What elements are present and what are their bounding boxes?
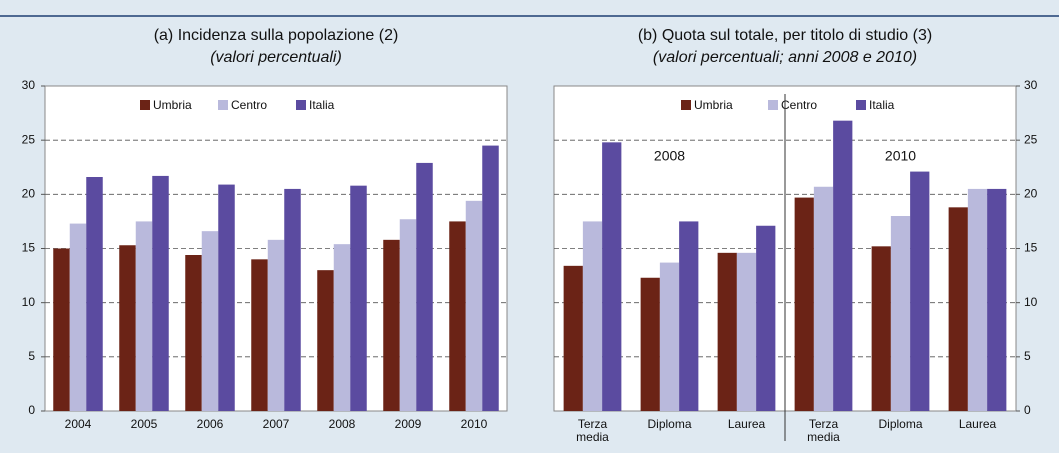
bar [736, 252, 757, 411]
y-tick-label: 30 [22, 78, 36, 92]
bar [86, 177, 103, 411]
y-tick-label: 15 [22, 241, 36, 255]
legend-label: Umbria [694, 98, 733, 112]
x-tick-label: Terza media [807, 417, 840, 444]
bar [794, 197, 814, 411]
x-tick-label: 2010 [461, 417, 488, 431]
chart-title: (a) Incidenza sulla popolazione (2) [154, 27, 399, 44]
x-tick-label: 2008 [329, 417, 356, 431]
annotation: 2010 [885, 148, 916, 164]
bar [267, 239, 285, 411]
legend-swatch [296, 100, 306, 110]
x-tick-label: Laurea [728, 417, 766, 431]
bar [679, 221, 699, 411]
legend-swatch [218, 100, 228, 110]
legend-swatch [681, 100, 691, 110]
bar [948, 207, 968, 411]
legend-label: Centro [781, 98, 817, 112]
bar [659, 262, 680, 411]
y-tick-label: 25 [22, 132, 36, 146]
x-tick-label: 2004 [65, 417, 92, 431]
bar [967, 188, 988, 411]
x-tick-label: 2009 [395, 417, 422, 431]
y-tick-label: 0 [28, 403, 35, 417]
legend-swatch [856, 100, 866, 110]
x-tick-label: 2006 [197, 417, 224, 431]
x-tick-label: Laurea [959, 417, 997, 431]
bar [333, 244, 351, 411]
y-tick-label: 15 [1024, 241, 1038, 255]
bar [399, 219, 417, 411]
legend-label: Italia [309, 98, 335, 112]
x-tick-label: Diploma [878, 417, 922, 431]
bar [717, 252, 737, 411]
x-tick-label: Terza media [576, 417, 609, 444]
bar [563, 265, 583, 411]
y-tick-label: 30 [1024, 78, 1038, 92]
bar [135, 221, 153, 411]
bar [871, 246, 891, 411]
y-tick-label: 20 [1024, 187, 1038, 201]
x-tick-label: 2007 [263, 417, 290, 431]
bar [482, 145, 499, 412]
x-tick-label: Diploma [647, 417, 691, 431]
bar [910, 171, 930, 411]
x-tick-label: 2005 [131, 417, 158, 431]
legend-label: Italia [869, 98, 895, 112]
y-tick-label: 0 [1024, 403, 1031, 417]
legend-label: Umbria [153, 98, 192, 112]
legend-swatch [768, 100, 778, 110]
bar [152, 175, 169, 411]
bar [890, 216, 911, 411]
bar [218, 184, 235, 411]
bar [582, 221, 603, 411]
chart-subtitle: (valori percentuali; anni 2008 e 2010) [653, 49, 917, 66]
bar [251, 259, 268, 411]
bar [756, 225, 776, 411]
bar [53, 248, 70, 411]
y-tick-label: 25 [1024, 132, 1038, 146]
bar [317, 270, 334, 411]
bar [602, 142, 622, 412]
chart-title: (b) Quota sul totale, per titolo di stud… [638, 27, 932, 44]
bar [640, 277, 660, 411]
bar [813, 186, 834, 411]
bar [833, 120, 853, 412]
bar [465, 200, 483, 411]
bar [383, 239, 400, 411]
legend-label: Centro [231, 98, 267, 112]
y-tick-label: 20 [22, 187, 36, 201]
bar [201, 231, 219, 411]
chart-subtitle: (valori percentuali) [210, 49, 342, 66]
bar [449, 221, 466, 411]
y-tick-label: 5 [28, 349, 35, 363]
bar [987, 188, 1007, 411]
y-tick-label: 10 [1024, 295, 1038, 309]
legend-swatch [140, 100, 150, 110]
y-tick-label: 5 [1024, 349, 1031, 363]
bar [69, 223, 87, 411]
bar [350, 185, 367, 411]
bar [416, 162, 433, 411]
bar [119, 245, 136, 411]
annotation: 2008 [654, 148, 685, 164]
bar [284, 188, 301, 411]
bar [185, 255, 202, 411]
y-tick-label: 10 [22, 295, 36, 309]
